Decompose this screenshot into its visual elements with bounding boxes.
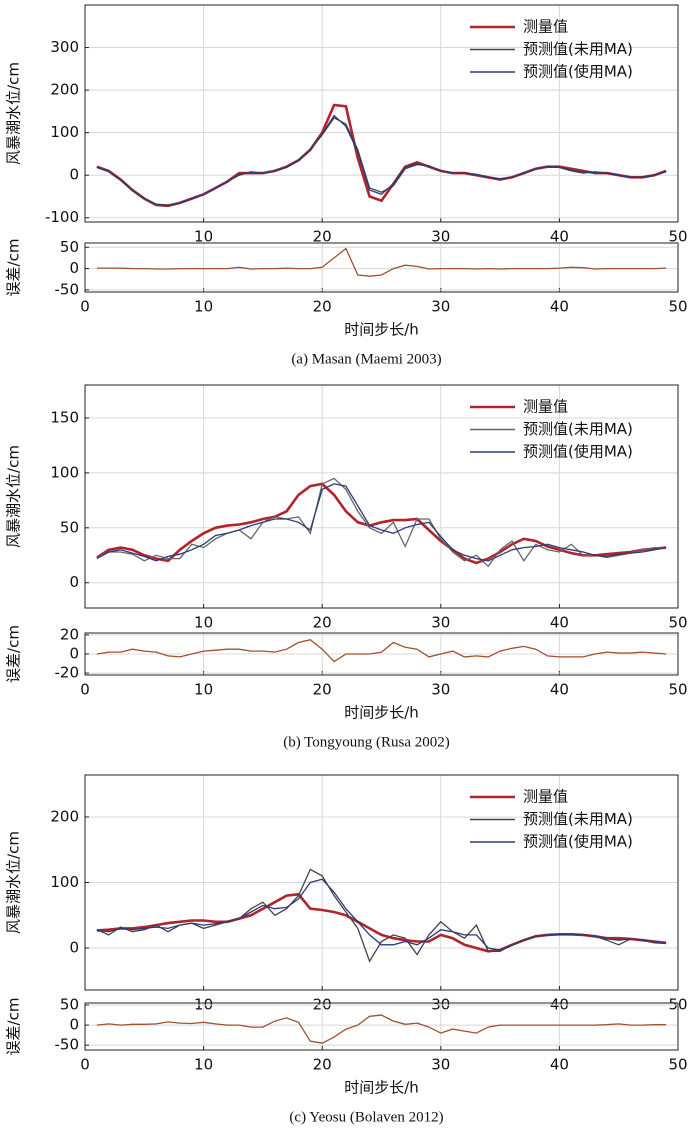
legend-label: 预测值(未用MA)	[523, 40, 633, 58]
y-tick-label: 100	[50, 463, 79, 481]
x-tick-label: 20	[313, 681, 332, 699]
caption: (a) Masan (Maemi 2003)	[291, 351, 441, 367]
x-axis-label: 时间步长/h	[344, 704, 419, 722]
x-tick-label: 10	[194, 1056, 213, 1074]
y-tick-label: 50	[60, 238, 79, 256]
y-tick-label: 50	[60, 518, 79, 536]
series-line	[96, 878, 667, 951]
x-axis-label: 时间步长/h	[344, 321, 419, 339]
x-tick-label: 20	[313, 228, 332, 246]
x-tick-label: 50	[668, 614, 687, 632]
plot-frame	[84, 632, 679, 676]
legend-label: 预测值(使用MA)	[523, 63, 633, 81]
y-tick-label: 0	[69, 166, 79, 184]
x-tick-label: 40	[550, 614, 569, 632]
y-tick-label: 0	[69, 573, 79, 591]
plot-frame	[84, 4, 679, 223]
plot-frame	[84, 242, 679, 293]
x-tick-label: 20	[313, 1056, 332, 1074]
legend-label: 预测值(使用MA)	[523, 443, 633, 461]
legend-label: 预测值(使用MA)	[523, 833, 633, 851]
series-line	[96, 1014, 667, 1044]
x-tick-label: 40	[550, 228, 569, 246]
x-tick-label: 20	[313, 614, 332, 632]
x-tick-label: 40	[550, 298, 569, 316]
x-tick-label: 30	[431, 1056, 450, 1074]
legend-label: 测量值	[523, 18, 568, 36]
y-tick-label: 0	[69, 645, 79, 663]
x-tick-label: 10	[194, 614, 213, 632]
series-line	[96, 482, 667, 565]
series-line	[96, 483, 667, 562]
y-tick-label: 200	[50, 807, 79, 825]
series-line	[96, 114, 667, 207]
x-tick-label: 50	[668, 298, 687, 316]
y-axis-label: 误差/cm	[5, 239, 23, 297]
series-line	[96, 103, 667, 208]
y-tick-label: 150	[50, 408, 79, 426]
x-tick-label: 40	[550, 1056, 569, 1074]
y-tick-label: -50	[55, 1036, 80, 1054]
y-tick-label: 20	[60, 625, 79, 643]
x-tick-label: 40	[550, 681, 569, 699]
x-tick-label: 30	[431, 681, 450, 699]
x-axis-label: 时间步长/h	[344, 1079, 419, 1097]
x-tick-label: 0	[80, 1056, 90, 1074]
x-tick-label: 50	[668, 681, 687, 699]
x-tick-label: 10	[194, 298, 213, 316]
plot-frame	[84, 384, 679, 609]
series-line	[96, 116, 667, 206]
x-tick-label: 0	[80, 681, 90, 699]
y-axis-label: 风暴潮水位/cm	[5, 831, 23, 934]
y-tick-label: 200	[50, 81, 79, 99]
y-axis-label: 误差/cm	[5, 998, 23, 1056]
y-tick-label: 50	[60, 996, 79, 1014]
x-tick-label: 50	[668, 1056, 687, 1074]
y-tick-label: 0	[69, 1016, 79, 1034]
x-tick-label: 30	[431, 298, 450, 316]
caption: (c) Yeosu (Bolaven 2012)	[289, 1109, 443, 1125]
x-tick-label: 10	[194, 681, 213, 699]
y-axis-label: 风暴潮水位/cm	[5, 62, 23, 165]
series-line	[96, 477, 667, 568]
legend-label: 测量值	[523, 788, 568, 806]
plot-frame	[84, 774, 679, 991]
legend-label: 预测值(未用MA)	[523, 810, 633, 828]
y-tick-label: -100	[45, 208, 79, 226]
legend-label: 预测值(未用MA)	[523, 420, 633, 438]
plot-frame	[84, 1002, 679, 1051]
y-tick-label: 0	[69, 939, 79, 957]
series-line	[96, 247, 667, 277]
caption: (b) Tongyoung (Rusa 2002)	[283, 734, 450, 750]
y-tick-label: -20	[55, 664, 80, 682]
y-tick-label: 100	[50, 873, 79, 891]
y-tick-label: 300	[50, 38, 79, 56]
y-tick-label: -50	[55, 280, 80, 298]
y-tick-label: 100	[50, 123, 79, 141]
x-tick-label: 0	[80, 298, 90, 316]
x-tick-label: 20	[313, 298, 332, 316]
series-line	[96, 638, 667, 663]
x-tick-label: 10	[194, 228, 213, 246]
x-tick-label: 50	[668, 228, 687, 246]
y-tick-label: 0	[69, 259, 79, 277]
x-tick-label: 30	[431, 228, 450, 246]
y-axis-label: 误差/cm	[5, 625, 23, 683]
y-axis-label: 风暴潮水位/cm	[5, 445, 23, 548]
series-line	[96, 868, 667, 963]
legend-label: 测量值	[523, 398, 568, 416]
x-tick-label: 30	[431, 614, 450, 632]
